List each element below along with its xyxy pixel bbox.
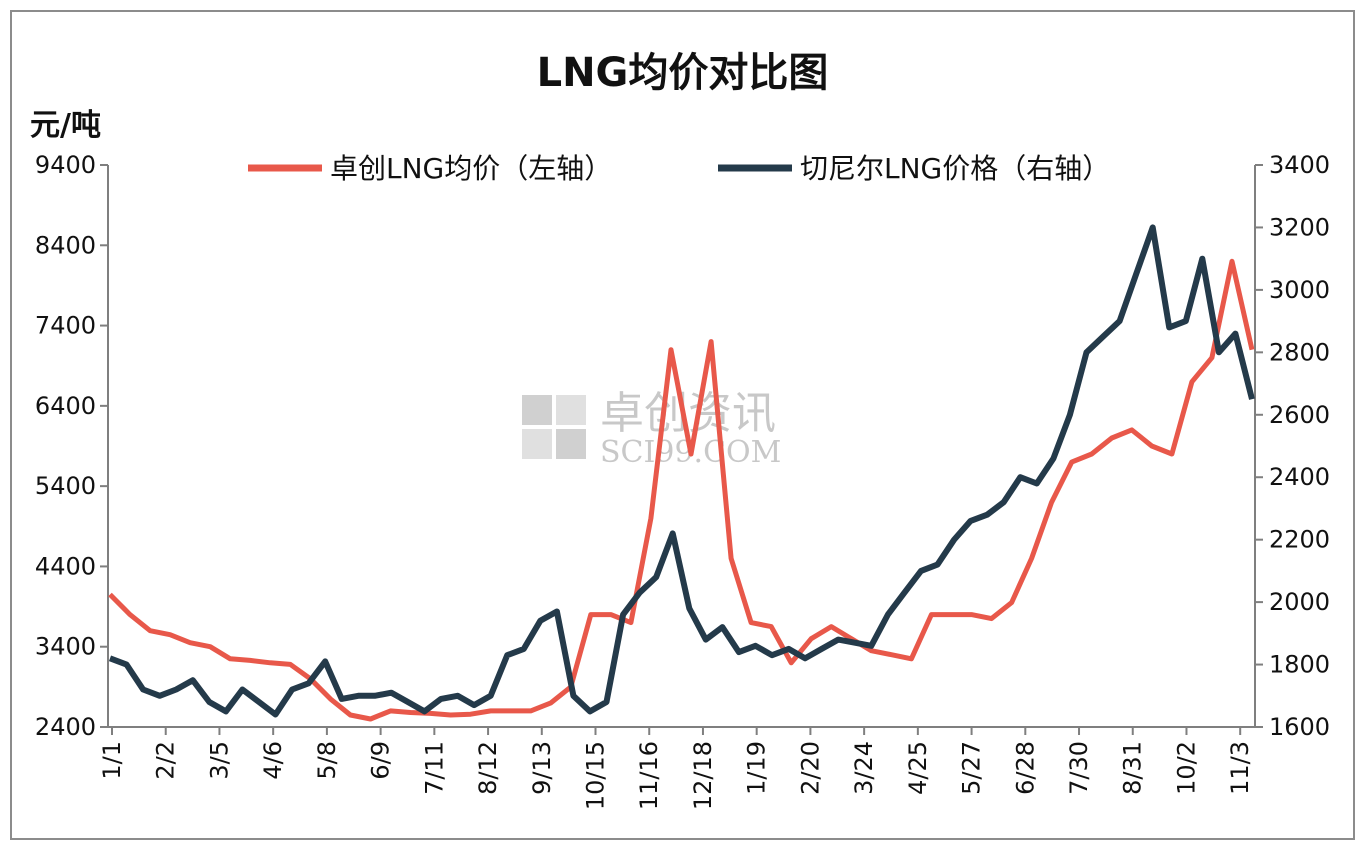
x-tick-label: 10/2 [1172,741,1200,795]
y-right-tick-label: 2000 [1269,588,1330,616]
y-left-tick-label: 7400 [35,312,96,340]
y-left-tick-label: 5400 [35,472,96,500]
y-right-tick-label: 3000 [1269,276,1330,304]
x-tick-label: 11/3 [1226,741,1254,795]
x-tick-label: 1/1 [98,741,126,780]
y-right-tick-label: 3400 [1269,151,1330,179]
y-right-tick-label: 1800 [1269,651,1330,679]
y-left-tick-label: 6400 [35,392,96,420]
chart-title: LNG均价对比图 [536,50,829,96]
y-right-tick-label: 2600 [1269,401,1330,429]
x-tick-label: 2/20 [796,741,824,795]
watermark: 卓创资讯 SCI99.COM [522,388,781,470]
y-right-tick-label: 2200 [1269,526,1330,554]
y-right-tick-label: 3200 [1269,213,1330,241]
x-tick-label: 1/19 [743,741,771,795]
x-tick-label: 8/12 [474,741,502,795]
series-group [108,224,1255,722]
legend-label-left: 卓创LNG均价（左轴） [330,152,612,185]
x-tick-label: 8/31 [1119,741,1147,795]
x-tick-label: 4/25 [904,741,932,795]
series-line-right [108,224,1255,718]
x-tick-label: 9/13 [528,741,556,795]
y-left-tick-label: 2400 [35,713,96,741]
x-tick-label: 10/15 [582,741,610,810]
series-line-left [108,258,1255,722]
y-axis-unit-label: 元/吨 [30,108,101,143]
x-tick-label: 5/8 [313,741,341,780]
watermark-logo-block [556,395,586,425]
x-tick-label: 7/30 [1065,741,1093,795]
x-tick-label: 3/24 [850,741,878,795]
watermark-logo-block [522,429,552,459]
x-tick-label: 4/6 [259,741,287,780]
y-left-tick-label: 9400 [35,151,96,179]
x-tick-label: 6/9 [367,741,395,780]
watermark-logo-block [556,429,586,459]
x-tick-label: 11/16 [635,741,663,810]
x-tick-label: 3/5 [205,741,233,780]
x-tick-label: 2/2 [152,741,180,780]
y-right-tick-label: 2400 [1269,463,1330,491]
y-right-tick-label: 2800 [1269,338,1330,366]
x-tick-label: 7/11 [420,741,448,795]
axes: 2400 3400 4400 5400 6400 7400 8400 9400 1600 1800… [35,151,1330,810]
legend-label-right: 切尼尔LNG价格（右轴） [800,152,1110,185]
watermark-logo-block [522,395,552,425]
legend: 卓创LNG均价（左轴） 切尼尔LNG价格（右轴） [248,152,1110,185]
y-left-tick-label: 3400 [35,633,96,661]
y-left-tick-label: 4400 [35,552,96,580]
x-tick-label: 12/18 [689,741,717,810]
y-left-tick-label: 8400 [35,231,96,259]
y-right-tick-label: 1600 [1269,713,1330,741]
x-tick-label: 6/28 [1011,741,1039,795]
x-tick-label: 5/27 [958,741,986,795]
